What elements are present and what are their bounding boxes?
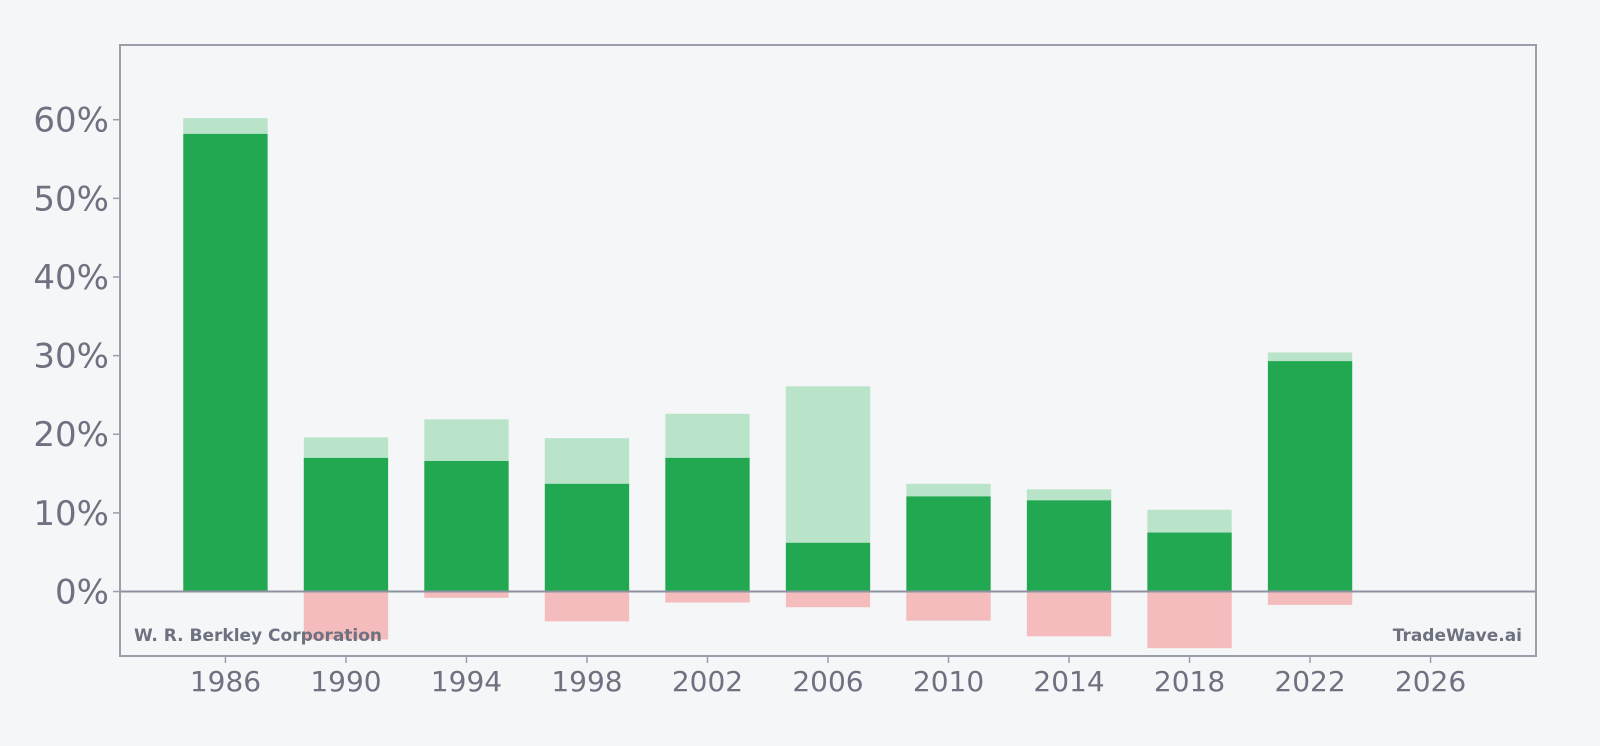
bar-negative-2018 xyxy=(1147,591,1232,649)
bar-light-2006 xyxy=(785,386,871,543)
y-tick-label: 10% xyxy=(33,494,109,534)
bars-layer xyxy=(183,118,1353,649)
y-tick-label: 20% xyxy=(33,415,109,455)
bar-negative-2014 xyxy=(1026,591,1112,637)
bar-light-1986 xyxy=(183,118,268,134)
bar-light-2014 xyxy=(1026,489,1112,501)
bar-main-2014 xyxy=(1026,500,1112,592)
bar-main-1990 xyxy=(303,457,389,592)
x-tick-label: 1994 xyxy=(431,665,502,698)
bar-light-1998 xyxy=(544,438,630,484)
y-tick-label: 0% xyxy=(55,573,109,613)
bar-main-1998 xyxy=(544,483,630,592)
x-tick-label: 1986 xyxy=(190,665,261,698)
bar-main-1994 xyxy=(424,460,509,592)
x-tick-label: 1990 xyxy=(310,665,381,698)
bar-negative-2006 xyxy=(785,591,871,608)
bar-negative-2022 xyxy=(1267,591,1353,605)
x-tick-label: 2026 xyxy=(1395,665,1466,698)
bar-main-2022 xyxy=(1267,361,1353,592)
y-tick-label: 60% xyxy=(33,101,109,141)
x-tick-label: 2006 xyxy=(792,665,863,698)
bar-negative-2010 xyxy=(906,591,991,621)
x-tick-label: 2010 xyxy=(913,665,984,698)
bar-negative-1990 xyxy=(303,591,389,640)
company-label: W. R. Berkley Corporation xyxy=(134,626,382,646)
bar-light-1994 xyxy=(424,419,509,461)
bar-main-2002 xyxy=(665,457,750,592)
bar-light-2002 xyxy=(665,413,750,458)
bar-light-1990 xyxy=(303,437,389,458)
y-tick-label: 30% xyxy=(33,337,109,377)
bar-main-2010 xyxy=(906,496,991,592)
x-tick-label: 2002 xyxy=(672,665,743,698)
y-tick-label: 50% xyxy=(33,179,109,219)
bar-main-2018 xyxy=(1147,532,1232,592)
bar-negative-1994 xyxy=(424,591,509,598)
bar-light-2018 xyxy=(1147,509,1232,533)
x-tick-label: 2022 xyxy=(1274,665,1345,698)
x-axis: 1986 1990 1994 1998 2002 2006 2010 2014 2018 2022… xyxy=(190,656,1466,698)
y-axis: 0% 10% 20% 30% 40% 50% 60% xyxy=(33,101,120,613)
bar-main-2006 xyxy=(785,542,871,592)
x-tick-label: 1998 xyxy=(551,665,622,698)
x-tick-label: 2018 xyxy=(1154,665,1225,698)
bar-light-2010 xyxy=(906,483,991,497)
x-tick-label: 2014 xyxy=(1033,665,1104,698)
bar-negative-1998 xyxy=(544,591,630,622)
bar-light-2022 xyxy=(1267,352,1353,362)
bar-negative-2002 xyxy=(665,591,750,603)
y-tick-label: 40% xyxy=(33,258,109,298)
brand-label: TradeWave.ai xyxy=(1393,626,1522,646)
bar-main-1986 xyxy=(183,133,268,592)
